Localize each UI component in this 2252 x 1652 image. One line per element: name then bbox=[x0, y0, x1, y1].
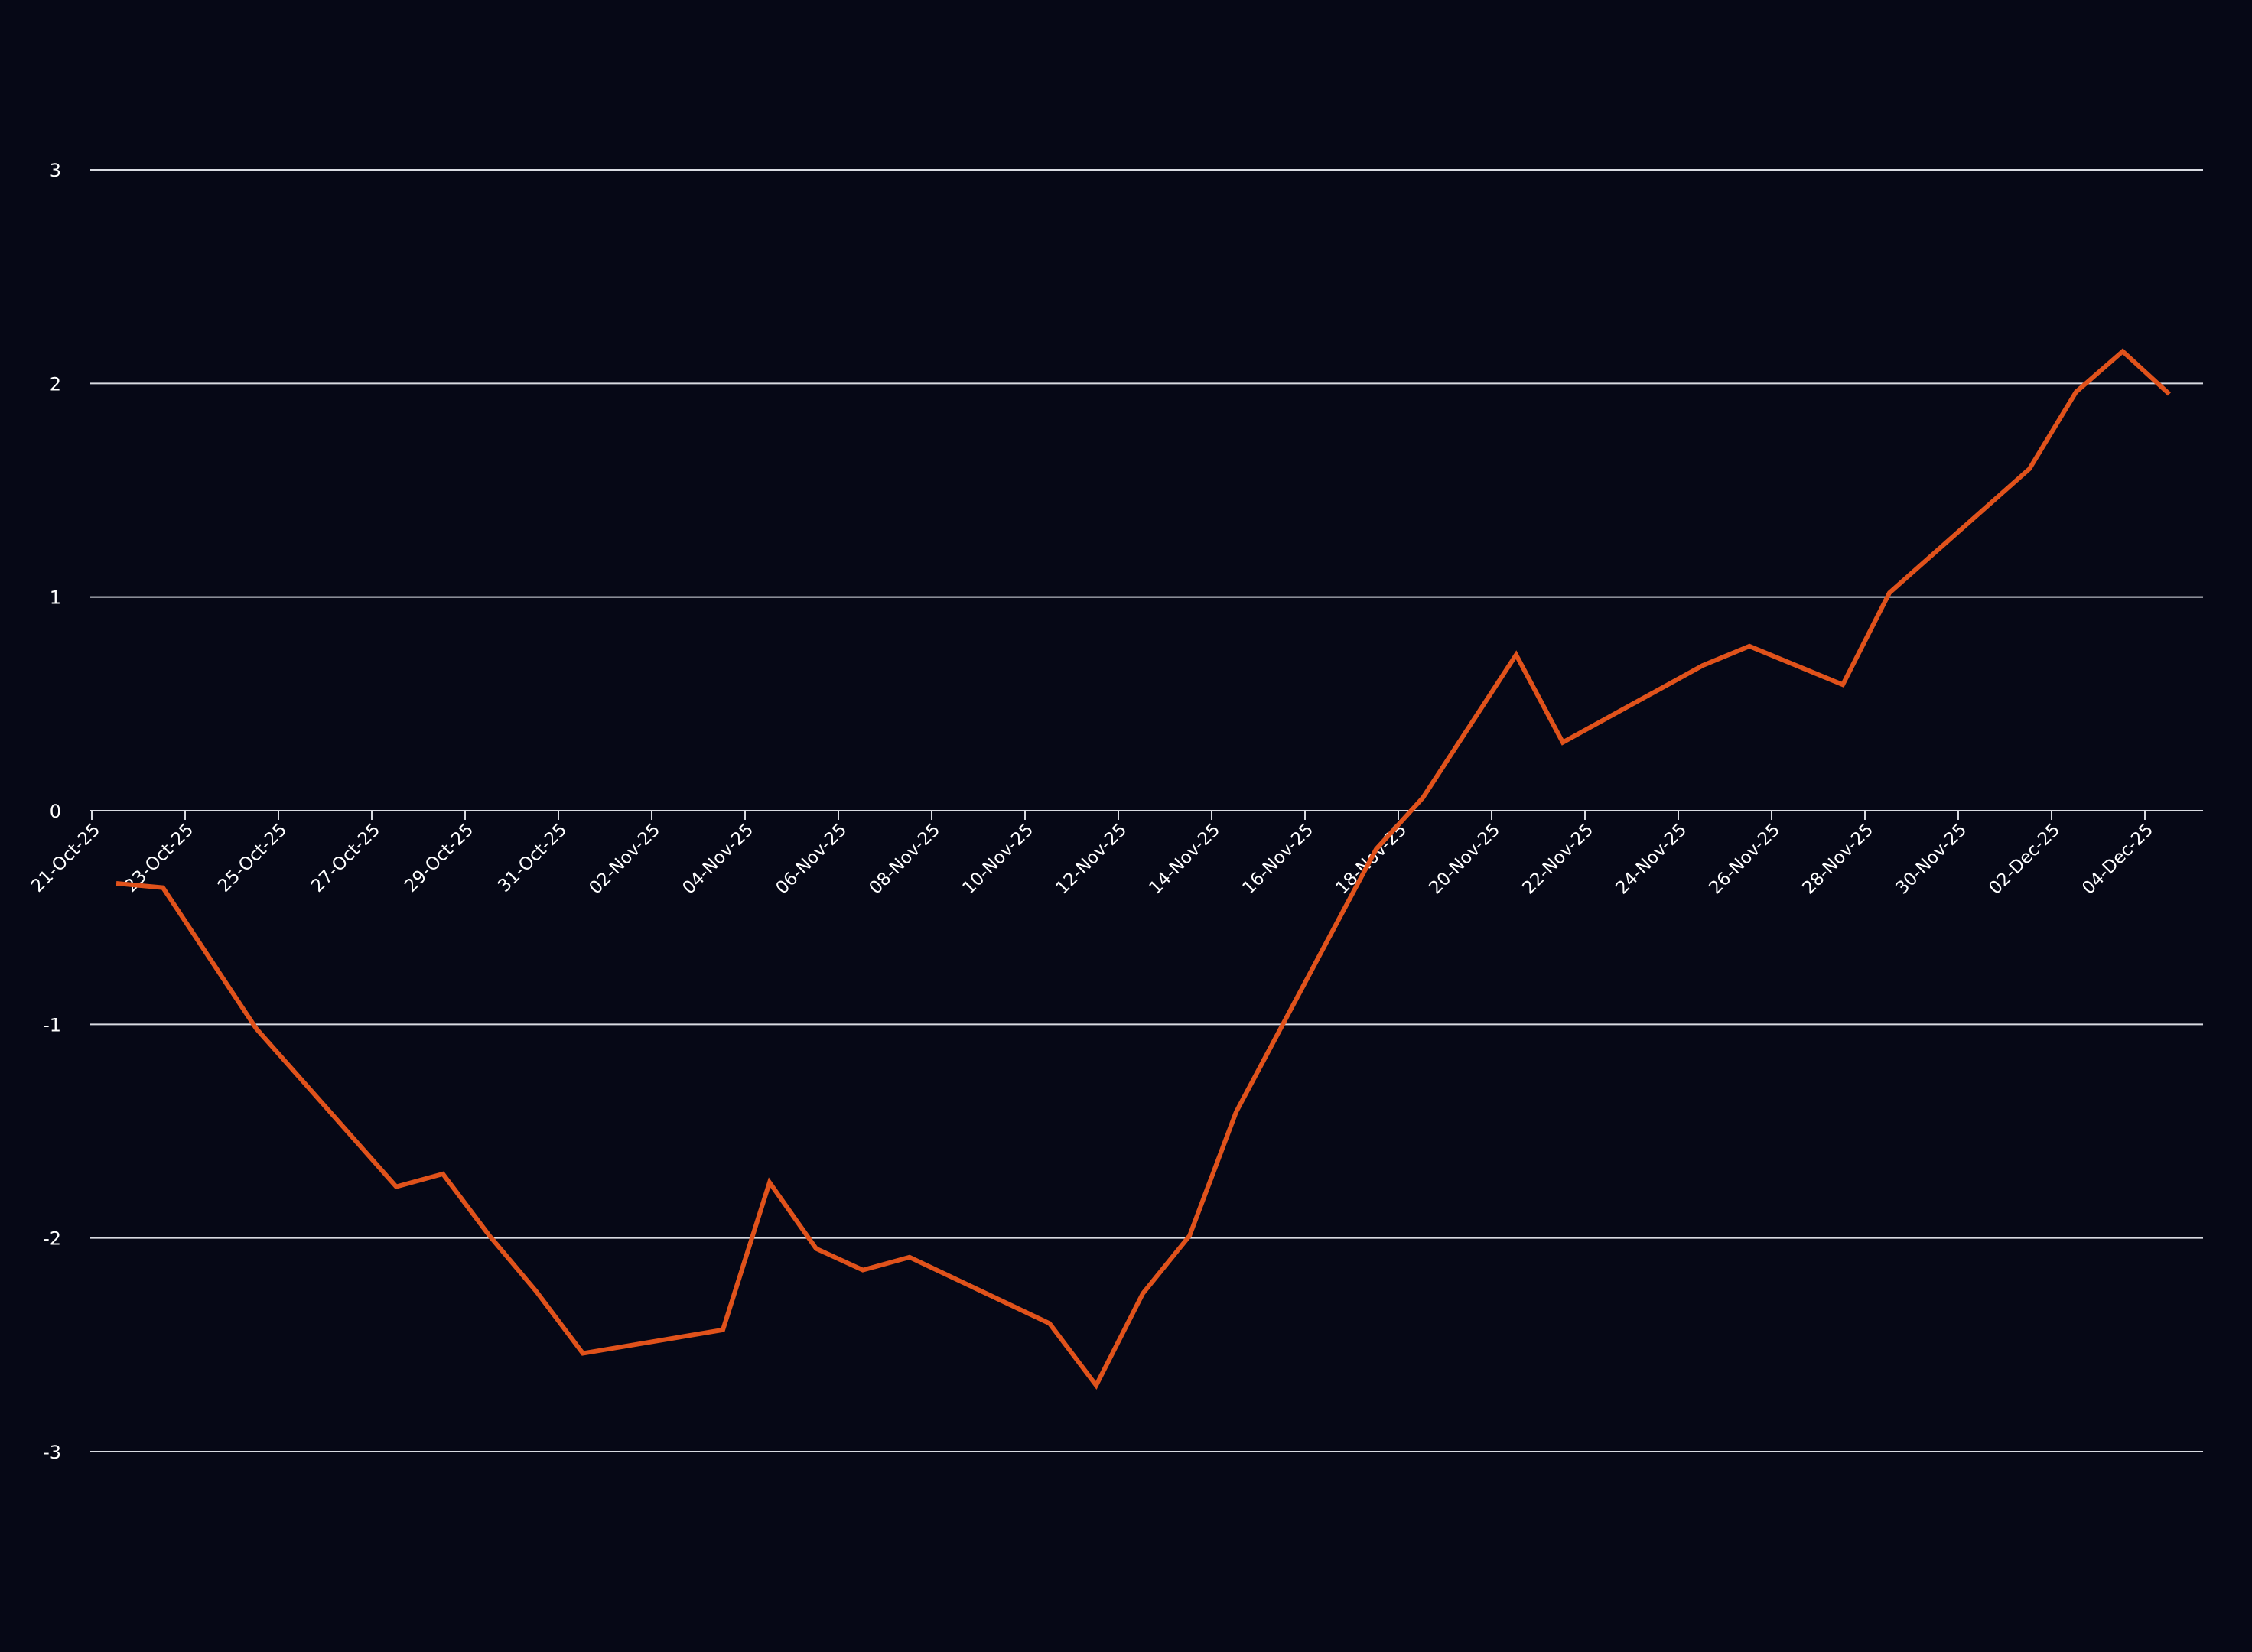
x-tick-label: 04-Dec-25 bbox=[2078, 820, 2157, 899]
x-axis bbox=[90, 810, 2203, 820]
y-tick-label: 3 bbox=[50, 160, 61, 181]
x-tick-label: 31-Oct-25 bbox=[494, 820, 571, 896]
x-tick-label: 27-Oct-25 bbox=[308, 820, 384, 896]
y-tick-label: -1 bbox=[43, 1014, 61, 1036]
x-tick-label: 22-Nov-25 bbox=[1518, 820, 1597, 899]
y-axis-labels: -3 -2 -1 0 1 2 3 bbox=[43, 160, 61, 1463]
series-layer bbox=[116, 348, 2172, 1390]
x-tick-label: 02-Nov-25 bbox=[585, 820, 664, 899]
x-tick-label: 26-Nov-25 bbox=[1705, 820, 1784, 899]
x-tick-label: 30-Nov-25 bbox=[1892, 820, 1970, 899]
x-tick-label: 14-Nov-25 bbox=[1145, 820, 1224, 899]
x-tick-label: 25-Oct-25 bbox=[214, 820, 291, 896]
y-tick-label: 2 bbox=[50, 373, 61, 395]
x-tick-label: 12-Nov-25 bbox=[1052, 820, 1131, 899]
x-tick-label: 10-Nov-25 bbox=[958, 820, 1037, 899]
y-tick-label: -3 bbox=[43, 1442, 61, 1463]
x-tick-label: 06-Nov-25 bbox=[772, 820, 851, 899]
x-tick-label: 20-Nov-25 bbox=[1425, 820, 1504, 899]
y-tick-label: 0 bbox=[50, 801, 61, 822]
x-tick-label: 08-Nov-25 bbox=[865, 820, 944, 899]
x-tick-label: 16-Nov-25 bbox=[1238, 820, 1317, 899]
gridlines bbox=[90, 169, 2203, 1452]
series-line bbox=[116, 348, 2172, 1390]
x-axis-labels: 21-Oct-25 23-Oct-25 25-Oct-25 27-Oct-25 29-O… bbox=[28, 820, 2157, 899]
x-tick-label: 29-Oct-25 bbox=[401, 820, 477, 896]
y-tick-label: 1 bbox=[50, 587, 61, 609]
x-tick-label: 24-Nov-25 bbox=[1612, 820, 1691, 899]
y-tick-label: -2 bbox=[43, 1228, 61, 1250]
x-tick-label: 28-Nov-25 bbox=[1798, 820, 1877, 899]
x-tick-label: 04-Nov-25 bbox=[679, 820, 757, 899]
x-tick-label: 02-Dec-25 bbox=[1985, 820, 2064, 899]
x-tick-label: 21-Oct-25 bbox=[28, 820, 104, 896]
